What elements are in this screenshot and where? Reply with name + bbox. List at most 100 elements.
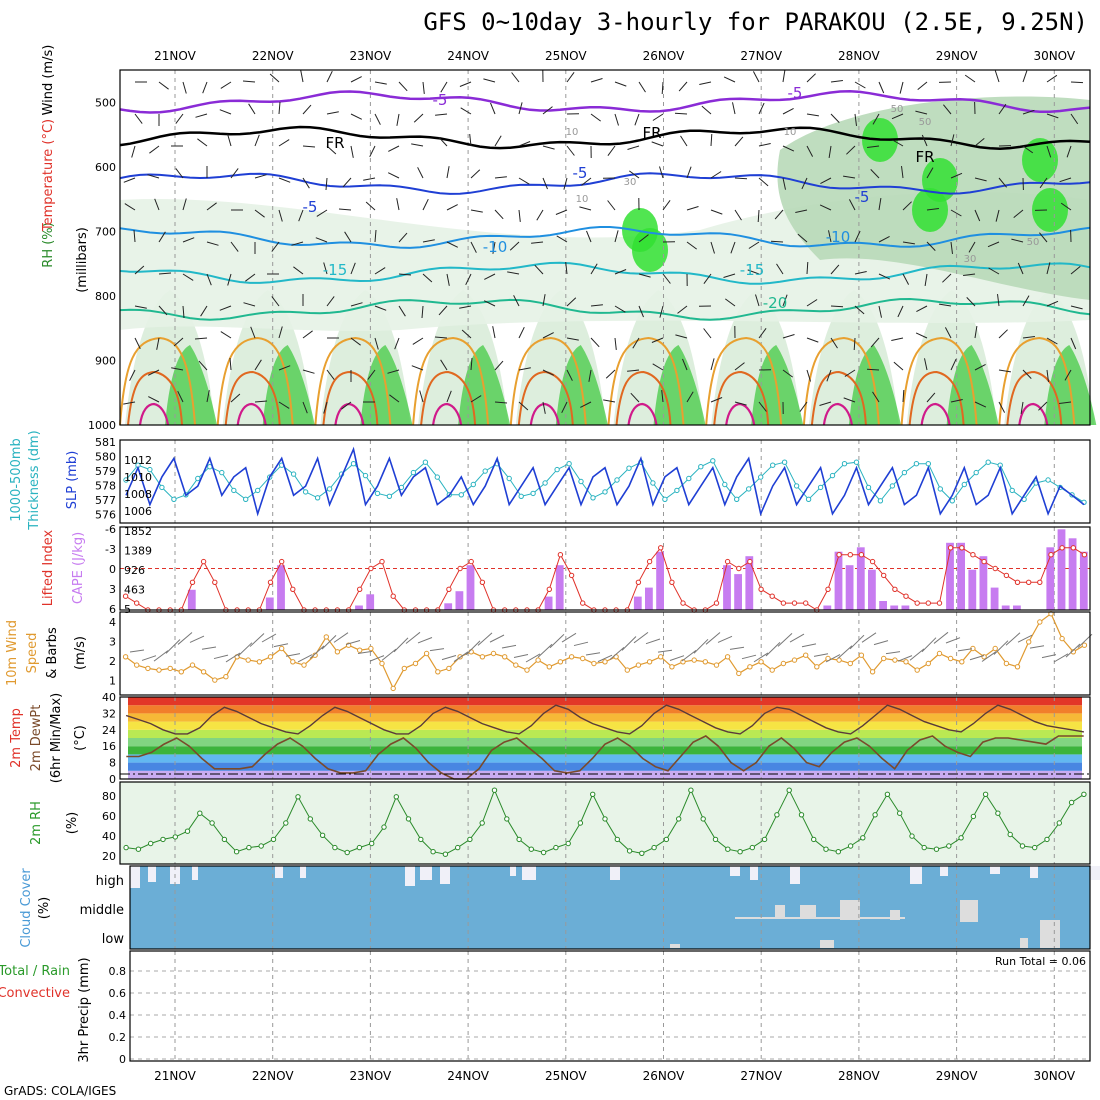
rh-point bbox=[565, 840, 571, 847]
lifted-index-point bbox=[914, 600, 920, 606]
thickness-point bbox=[147, 466, 153, 473]
speed-axis-label: Speed bbox=[25, 633, 40, 674]
wind-barb bbox=[134, 265, 145, 275]
wind-barb bbox=[710, 171, 722, 179]
wind-barb bbox=[933, 631, 949, 644]
wind-barb bbox=[254, 174, 267, 179]
wind-barb bbox=[440, 359, 448, 371]
contour-line bbox=[236, 402, 267, 426]
thickness-point bbox=[614, 477, 620, 483]
wind-speed-point bbox=[925, 660, 931, 667]
wind-barb bbox=[573, 641, 589, 647]
wind-barb bbox=[950, 241, 953, 254]
wind-barb bbox=[878, 81, 885, 94]
cloud-high-cell bbox=[940, 866, 948, 876]
thickness-point bbox=[171, 496, 177, 502]
wind-barb bbox=[710, 241, 715, 254]
wind-barb bbox=[830, 264, 840, 275]
wind-barb bbox=[326, 296, 335, 307]
rh-shade bbox=[1032, 188, 1068, 232]
wind-speed-point bbox=[914, 667, 920, 673]
lifted-index-point bbox=[446, 586, 452, 592]
cape-bar bbox=[355, 605, 363, 610]
wind-barb bbox=[566, 297, 577, 307]
thickness-tick-label: 580 bbox=[95, 451, 116, 464]
wind-barb bbox=[725, 298, 736, 307]
wind-barb bbox=[710, 358, 715, 371]
wind-barb bbox=[987, 241, 1000, 248]
wind-barb bbox=[968, 241, 976, 253]
cape-bar bbox=[890, 605, 899, 610]
wind-barb bbox=[342, 177, 352, 188]
contour-line bbox=[119, 226, 1091, 249]
wind-barb bbox=[345, 640, 361, 645]
slp-tick-label: 1008 bbox=[124, 488, 152, 501]
contour-line bbox=[529, 402, 560, 426]
wind-barb bbox=[350, 302, 363, 307]
wind-barb bbox=[1013, 209, 1024, 218]
lifted-index-point bbox=[267, 579, 274, 585]
wind-barb bbox=[374, 229, 377, 243]
wind-barb bbox=[902, 241, 915, 245]
rh-point bbox=[516, 836, 522, 843]
precip-tick-label: 0.8 bbox=[109, 965, 127, 978]
lifted-index-point bbox=[769, 593, 775, 599]
rh-tick-label: 80 bbox=[102, 790, 116, 803]
wind-barb bbox=[206, 241, 219, 246]
contour-label: FR bbox=[642, 124, 661, 142]
wind-barb bbox=[198, 360, 208, 371]
wind-barb bbox=[717, 635, 733, 643]
wind-barb bbox=[1060, 202, 1072, 211]
wind-barb bbox=[419, 390, 424, 403]
wind-barb bbox=[614, 305, 626, 313]
wind-speed-point bbox=[791, 657, 798, 663]
wind-barb bbox=[710, 209, 723, 215]
contour-label: 10 bbox=[566, 127, 579, 138]
wind-barb bbox=[1046, 113, 1059, 119]
thickness-point bbox=[829, 472, 836, 479]
wind-barb bbox=[405, 631, 421, 644]
lifted-index-point bbox=[847, 552, 853, 558]
wind-barb bbox=[782, 145, 795, 152]
wind-barb bbox=[1059, 401, 1072, 404]
wind-barb bbox=[950, 399, 963, 403]
cloud-high-cell bbox=[405, 866, 415, 886]
wind-barb bbox=[326, 111, 339, 115]
wind-barb bbox=[621, 636, 637, 651]
wind-barb bbox=[586, 230, 592, 243]
wind-barb bbox=[892, 139, 904, 147]
date-label-top: 30NOV bbox=[1033, 49, 1075, 63]
lifted-index-point bbox=[1081, 552, 1088, 558]
temp-band bbox=[128, 713, 1082, 722]
wind-barb bbox=[249, 633, 265, 647]
wind-speed-point bbox=[200, 669, 207, 675]
slp-tick-label: 1006 bbox=[124, 505, 152, 518]
wind-barb bbox=[271, 296, 280, 307]
cape-bar bbox=[455, 591, 464, 610]
cloud-high-cell bbox=[192, 866, 198, 880]
temp-band bbox=[128, 746, 1082, 755]
wind-speed-point bbox=[847, 660, 853, 667]
wind-barb bbox=[333, 632, 349, 643]
wind-barb bbox=[819, 204, 832, 211]
wind-barb bbox=[899, 81, 904, 94]
wind-barb bbox=[1046, 262, 1051, 275]
wind-barb bbox=[590, 304, 603, 307]
cloud-high-cell bbox=[1090, 866, 1100, 880]
rh-shade bbox=[632, 228, 668, 272]
thickness-point bbox=[602, 489, 608, 495]
rh-point bbox=[614, 836, 620, 843]
rh-point bbox=[491, 787, 498, 793]
wind-speed-point bbox=[301, 662, 307, 668]
wind-barb bbox=[261, 633, 277, 643]
wind-speed-point bbox=[1037, 619, 1043, 625]
temp-band bbox=[128, 754, 1082, 763]
wind-barb bbox=[782, 70, 786, 83]
lifted-index-point bbox=[646, 558, 653, 565]
thickness-point bbox=[542, 480, 548, 486]
wind-barb bbox=[669, 655, 685, 661]
wind-barb bbox=[147, 369, 160, 376]
wind-barb bbox=[518, 401, 529, 411]
wind-barb bbox=[278, 326, 283, 339]
wind-speed-point bbox=[167, 665, 173, 672]
